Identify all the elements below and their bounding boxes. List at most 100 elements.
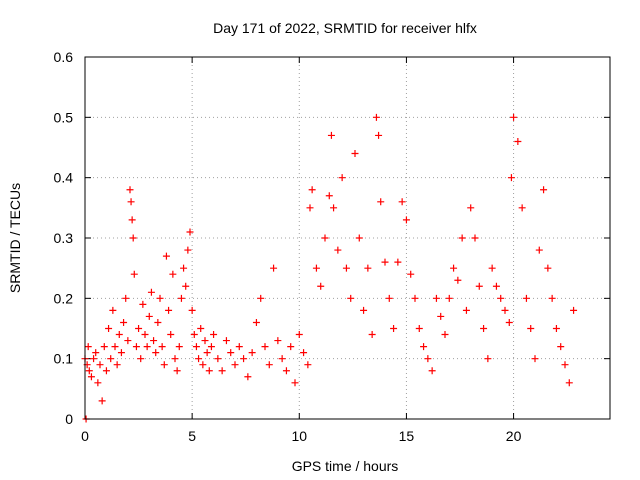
data-point — [92, 349, 100, 357]
data-point — [488, 264, 496, 272]
data-point — [128, 216, 136, 224]
data-point — [394, 258, 402, 266]
data-point — [428, 367, 436, 375]
data-point — [218, 367, 226, 375]
data-point — [195, 355, 203, 363]
data-point — [227, 349, 235, 357]
data-point — [304, 361, 312, 369]
data-point — [475, 282, 483, 290]
data-point — [188, 306, 196, 314]
data-point — [143, 343, 151, 351]
data-point — [126, 186, 134, 194]
axis-ticks: 0 0.1 0.2 0.3 0.4 0.5 0.6 0 5 10 15 20 — [54, 49, 610, 444]
data-point — [199, 361, 207, 369]
data-point — [201, 337, 209, 345]
data-point — [182, 282, 190, 290]
data-point — [514, 137, 522, 145]
data-point — [325, 192, 333, 200]
data-point — [152, 349, 160, 357]
x-tick-label: 10 — [291, 428, 307, 444]
data-point — [355, 234, 363, 242]
data-point — [570, 306, 578, 314]
data-point — [120, 318, 128, 326]
data-point — [317, 282, 325, 290]
data-point — [130, 270, 138, 278]
data-point — [147, 288, 155, 296]
data-point — [252, 318, 260, 326]
data-point — [415, 325, 423, 332]
data-point — [381, 258, 389, 266]
data-point — [248, 349, 256, 357]
data-point — [90, 355, 98, 363]
data-point — [192, 343, 200, 351]
data-point — [291, 379, 299, 387]
y-tick-label: 0.4 — [54, 170, 74, 186]
data-point — [111, 343, 119, 351]
data-point — [347, 294, 355, 302]
y-tick-label: 0.2 — [54, 290, 74, 306]
data-point — [186, 228, 194, 236]
data-point — [402, 216, 410, 224]
data-point — [510, 113, 518, 121]
data-point — [115, 331, 123, 339]
x-axis-title: GPS time / hours — [292, 458, 399, 474]
data-point — [156, 294, 164, 302]
data-point — [270, 264, 278, 272]
data-point — [180, 264, 188, 272]
data-point — [557, 343, 565, 351]
data-point — [197, 325, 205, 332]
data-point — [210, 331, 218, 339]
data-point — [398, 198, 406, 206]
data-point — [334, 246, 342, 254]
data-point — [492, 282, 500, 290]
data-point — [548, 294, 556, 302]
data-point — [137, 355, 145, 363]
data-point — [306, 204, 314, 212]
data-point — [231, 361, 239, 369]
y-tick-label: 0 — [65, 411, 73, 427]
data-point — [205, 367, 213, 375]
data-point — [154, 318, 162, 326]
data-point — [139, 300, 147, 308]
data-point — [377, 198, 385, 206]
data-point — [135, 325, 143, 332]
data-point — [158, 343, 166, 351]
data-point — [160, 361, 168, 369]
data-point — [203, 349, 211, 357]
data-point — [441, 331, 449, 339]
data-point — [171, 355, 179, 363]
data-point — [105, 325, 113, 332]
data-point — [184, 246, 192, 254]
data-point — [127, 198, 135, 206]
data-point — [122, 294, 130, 302]
data-point — [327, 131, 335, 139]
data-point — [471, 234, 479, 242]
y-axis-title: SRMTID / TECUs — [7, 183, 23, 293]
data-point — [565, 379, 573, 387]
data-point — [278, 355, 286, 363]
x-tick-label: 0 — [81, 428, 89, 444]
data-point — [274, 337, 282, 345]
data-point — [308, 186, 316, 194]
chart-title: Day 171 of 2022, SRMTID for receiver hlf… — [213, 20, 477, 36]
data-point — [544, 264, 552, 272]
data-point — [540, 186, 548, 194]
data-point — [85, 367, 93, 375]
x-tick-label: 20 — [506, 428, 522, 444]
data-point — [295, 331, 303, 339]
data-point — [368, 331, 376, 339]
data-point — [507, 174, 515, 182]
y-tick-label: 0.3 — [54, 230, 74, 246]
data-point — [287, 343, 295, 351]
data-point — [162, 252, 170, 260]
data-point — [222, 337, 230, 345]
data-point — [505, 318, 513, 326]
data-point — [445, 294, 453, 302]
data-point — [531, 355, 539, 363]
data-point — [364, 264, 372, 272]
data-points — [81, 113, 578, 423]
data-point — [214, 355, 222, 363]
x-tick-label: 15 — [399, 428, 415, 444]
data-point — [113, 361, 121, 369]
